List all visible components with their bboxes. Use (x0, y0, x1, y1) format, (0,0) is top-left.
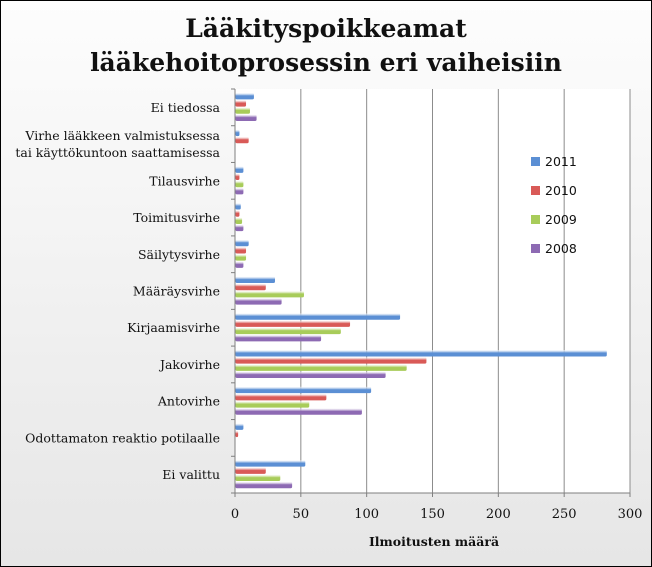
bar-2008-3 (235, 224, 244, 232)
legend-swatch-2010 (531, 186, 540, 195)
legend-swatch-2008 (531, 244, 540, 253)
bar-2011-4 (235, 239, 249, 247)
bar-2011-1 (235, 129, 240, 137)
category-label: Säilytysvirhe (138, 247, 220, 262)
legend-label: 2008 (545, 241, 577, 256)
bar-2010-1 (235, 136, 249, 144)
category-label: Odottamaton reaktio potilaalle (25, 430, 220, 445)
bar-2008-7 (235, 371, 386, 379)
x-tick-label: 150 (420, 507, 445, 522)
category-label: Ei valittu (162, 467, 220, 482)
bar-2009-8 (235, 401, 310, 408)
legend-label: 2009 (545, 212, 577, 227)
category-label: Määräysvirhe (133, 284, 220, 299)
bar-2008-6 (235, 334, 322, 342)
category-label: Tilausvirhe (149, 173, 220, 188)
bar-2011-9 (235, 423, 244, 430)
axes (231, 88, 631, 497)
bar-2009-7 (235, 364, 407, 371)
legend-swatch-2011 (531, 157, 540, 166)
category-label: Jakovirhe (158, 357, 220, 372)
bar-2008-10 (235, 481, 293, 489)
bar-2009-4 (235, 254, 247, 261)
bar-2011-0 (235, 92, 254, 100)
category-labels: Ei tiedossa Virhe lääkkeen valmistuksessa… (15, 100, 220, 482)
bar-2010-10 (235, 467, 266, 474)
bar-2011-8 (235, 386, 372, 394)
bar-2009-2 (235, 180, 244, 188)
chart-title-line-2: lääkehoitoprosessin eri vaiheisiin (90, 48, 562, 77)
bar-2010-0 (235, 100, 247, 107)
category-label: Toimitusvirhe (133, 210, 220, 225)
category-label: tai käyttökuntoon saattamisessa (15, 145, 220, 160)
bar-2008-8 (235, 408, 362, 415)
bar-2011-10 (235, 460, 306, 467)
bar-2010-8 (235, 393, 327, 401)
x-tick-label: 200 (486, 507, 511, 522)
category-label: Virhe lääkkeen valmistuksessa (24, 128, 220, 143)
bar-2009-10 (235, 474, 281, 482)
bar-2011-5 (235, 276, 275, 283)
x-tick-label: 0 (231, 507, 239, 522)
bar-2010-7 (235, 357, 427, 364)
bar-2011-7 (235, 350, 607, 357)
legend-label: 2010 (545, 183, 577, 198)
bar-2011-6 (235, 313, 401, 320)
bar-2008-4 (235, 261, 244, 268)
category-label: Ei tiedossa (151, 100, 221, 115)
chart-title-line-1: Lääkityspoikkeamat (185, 14, 467, 43)
bar-2009-0 (235, 107, 250, 114)
bar-2010-4 (235, 247, 247, 254)
bar-2009-6 (235, 327, 341, 335)
bars (235, 92, 607, 489)
x-tick-label: 300 (618, 507, 643, 522)
x-axis-label: Ilmoitusten määrä (369, 534, 499, 549)
bar-2008-2 (235, 188, 244, 195)
bar-2011-3 (235, 203, 241, 210)
bar-2010-6 (235, 320, 351, 327)
x-tick-label: 50 (293, 507, 310, 522)
x-tick-label: 250 (552, 507, 577, 522)
bar-2011-2 (235, 166, 244, 173)
category-label: Kirjaamisvirhe (127, 320, 220, 335)
bar-2010-3 (235, 210, 240, 217)
bar-2008-5 (235, 298, 282, 305)
bar-2008-0 (235, 114, 257, 121)
category-label: Antovirhe (157, 394, 220, 409)
legend-label: 2011 (545, 154, 577, 169)
bar-2010-9 (235, 430, 239, 438)
legend: 2011 2010 2009 2008 (531, 154, 577, 256)
bar-2009-3 (235, 217, 243, 224)
x-tick-label: 100 (354, 507, 379, 522)
bar-2009-5 (235, 291, 304, 298)
legend-swatch-2009 (531, 215, 540, 224)
x-tick-labels: 0 50 100 150 200 250 300 (231, 507, 643, 522)
chart-title: Lääkityspoikkeamat lääkehoitoprosessin e… (0, 12, 652, 80)
bar-2010-5 (235, 283, 266, 291)
bar-2010-2 (235, 173, 240, 181)
